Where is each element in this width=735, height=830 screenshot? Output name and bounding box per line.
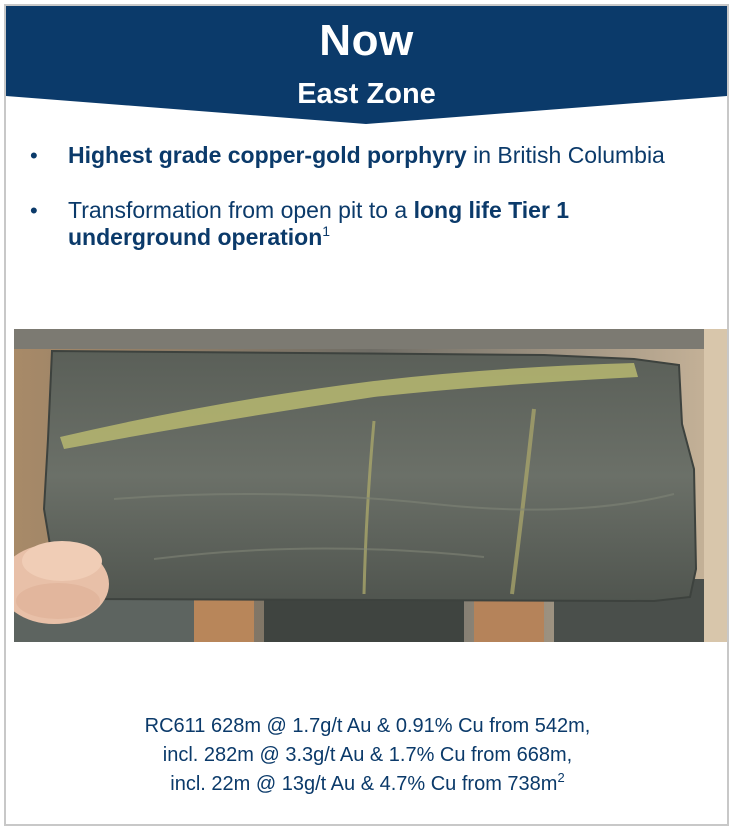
caption-line-1: RC611 628m @ 1.7g/t Au & 0.91% Cu from 5… xyxy=(144,715,591,737)
caption-line-3-text: incl. 22m @ 13g/t Au & 4.7% Cu from 738m xyxy=(170,773,558,795)
footnote-marker: 2 xyxy=(557,770,565,785)
bullet-text: Transformation from open pit to a xyxy=(68,197,414,223)
bullet-icon: • xyxy=(30,198,38,223)
bullet-text: in British Columbia xyxy=(466,142,665,168)
core-sample-image xyxy=(14,329,727,642)
caption-line-2: incl. 282m @ 3.3g/t Au & 1.7% Cu from 66… xyxy=(162,744,573,766)
footnote-marker: 1 xyxy=(322,223,331,239)
drill-core-photo xyxy=(14,329,727,642)
bullet-icon: • xyxy=(30,143,38,168)
slide-subtitle: East Zone xyxy=(297,78,436,110)
bullet-item-transformation: • Transformation from open pit to a long… xyxy=(30,197,680,251)
bullet-item-grade: • Highest grade copper-gold porphyry in … xyxy=(30,142,680,169)
bullet-list: • Highest grade copper-gold porphyry in … xyxy=(30,142,680,279)
caption-line-3: incl. 22m @ 13g/t Au & 4.7% Cu from 738m… xyxy=(0,770,735,799)
slide-title: Now xyxy=(319,16,414,65)
bullet-bold-text: Highest grade copper-gold porphyry xyxy=(68,142,467,168)
banner-shape xyxy=(6,6,727,124)
assay-caption: RC611 628m @ 1.7g/t Au & 0.91% Cu from 5… xyxy=(0,712,735,799)
title-banner: Now East Zone xyxy=(6,6,727,124)
bullet-bold-text: long life Tier 1 underground operation xyxy=(68,197,570,250)
